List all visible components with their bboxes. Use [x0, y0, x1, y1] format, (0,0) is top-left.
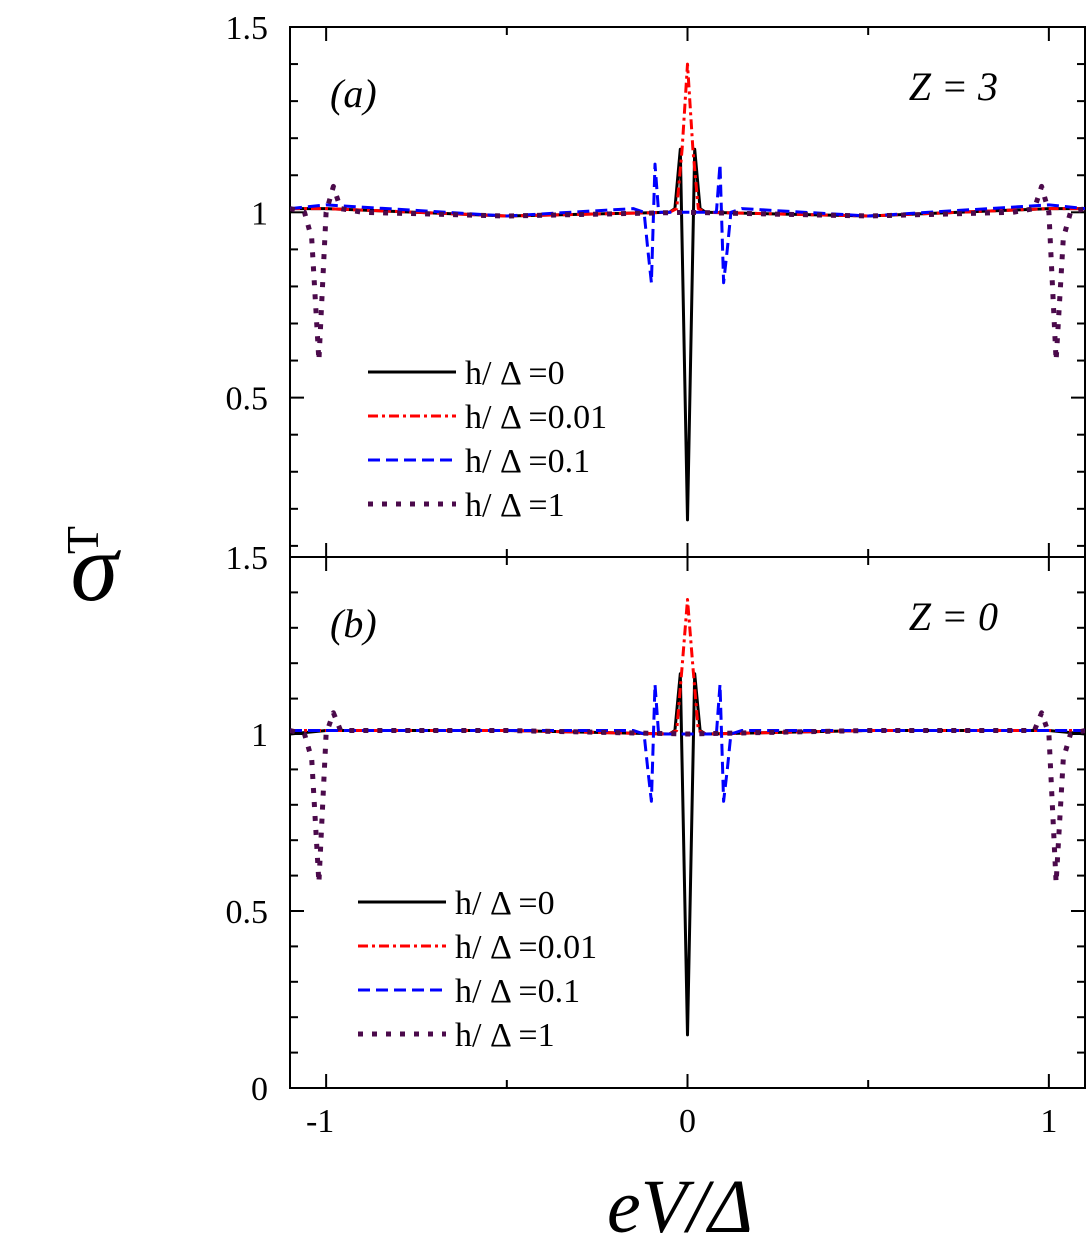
panel-label: (a)	[330, 71, 377, 116]
panel-annotation: Z = 3	[909, 64, 998, 109]
panel-b: 0 0.5 1 1.5 -1 0 1 (b) Z = 0 h/ Δ =0 h/ Δ =0.01 h/ …	[226, 540, 1086, 1140]
x-axis-title: eV/Δ	[607, 1165, 753, 1249]
y-tick-label: 1.5	[226, 10, 269, 47]
series-line	[290, 710, 1085, 886]
y-tick-label: 0	[251, 1071, 268, 1108]
x-tick-label: 0	[679, 1103, 696, 1140]
legend-label: h/ Δ =0.01	[455, 929, 597, 966]
x-tick-label: -1	[306, 1103, 334, 1140]
series-line	[290, 682, 1085, 803]
panel-label: (b)	[330, 601, 377, 646]
y-axis-title-subscript: T	[57, 526, 108, 554]
legend-label: h/ Δ =0.1	[455, 973, 580, 1010]
x-tick-label: 1	[1040, 1103, 1057, 1140]
y-tick-label: 0.5	[226, 381, 269, 418]
series-line	[290, 672, 1085, 1037]
legend-label: h/ Δ =0	[465, 355, 565, 392]
series-line	[290, 162, 1085, 285]
legend-label: h/ Δ =1	[465, 487, 565, 524]
legend-label: h/ Δ =1	[455, 1017, 555, 1054]
y-tick-label: 0.5	[226, 894, 269, 931]
panel-annotation: Z = 0	[909, 594, 998, 639]
y-tick-label: 1.5	[226, 540, 269, 577]
panel-a: 0.5 1 1.5 (a) Z = 3 h/ Δ =0 h/ Δ =0.01 h/ Δ =0.…	[226, 10, 1086, 558]
y-tick-label: 1	[251, 195, 268, 232]
legend-label: h/ Δ =0.01	[465, 399, 607, 436]
legend-label: h/ Δ =0	[455, 885, 555, 922]
y-axis-title-symbol: σ	[71, 514, 122, 621]
y-axis-title: σ T	[57, 514, 122, 621]
series-line	[290, 147, 1085, 522]
legend-label: h/ Δ =0.1	[465, 443, 590, 480]
y-tick-label: 1	[251, 717, 268, 754]
